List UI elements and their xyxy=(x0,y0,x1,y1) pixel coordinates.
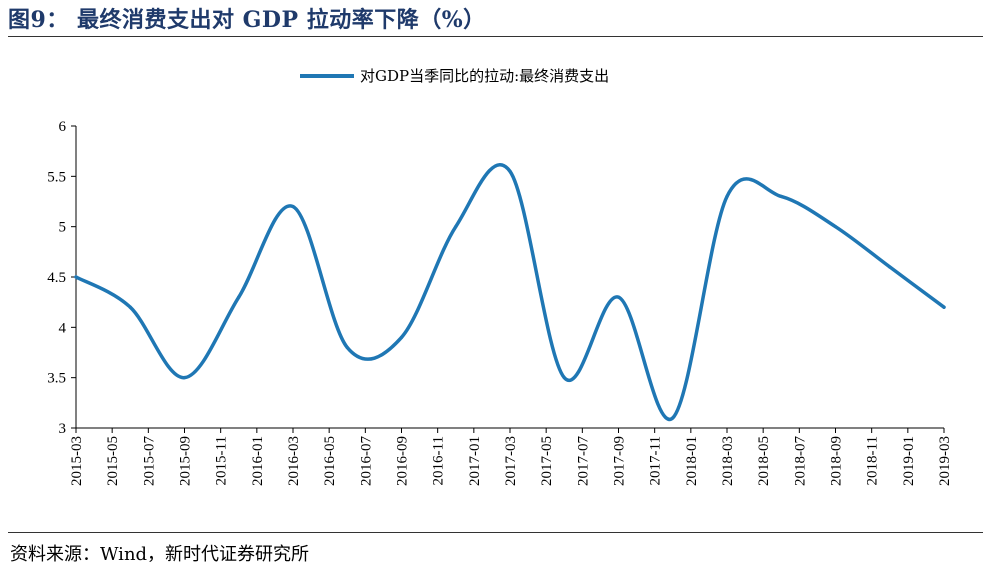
data-point xyxy=(942,305,946,309)
legend: 对GDP当季同比的拉动:最终消费支出 xyxy=(300,67,609,85)
x-tick-label: 2019-01 xyxy=(901,436,917,486)
data-point xyxy=(399,335,404,339)
data-point xyxy=(454,225,458,229)
x-tick-label: 2017-01 xyxy=(467,436,483,486)
x-tick-label: 2016-05 xyxy=(322,436,338,486)
y-tick-label: 6 xyxy=(59,119,67,135)
x-tick-label: 2016-07 xyxy=(358,436,374,486)
x-tick-label: 2015-07 xyxy=(141,436,157,486)
data-point xyxy=(833,225,838,229)
x-tick-label: 2016-09 xyxy=(395,436,411,486)
y-tick-label: 4.5 xyxy=(47,270,66,286)
y-tick-label: 5.5 xyxy=(47,169,66,185)
title-divider xyxy=(8,36,983,37)
data-point xyxy=(562,376,566,380)
x-tick-label: 2017-05 xyxy=(539,436,555,486)
x-tick-label: 2017-09 xyxy=(612,436,628,486)
data-point xyxy=(182,376,187,380)
y-tick-label: 3 xyxy=(59,421,67,437)
x-tick-label: 2018-11 xyxy=(865,436,881,485)
legend-label: 对GDP当季同比的拉动:最终消费支出 xyxy=(360,67,609,85)
data-point xyxy=(725,194,729,199)
source-note: 资料来源：Wind，新时代证券研究所 xyxy=(10,544,310,565)
x-tick-label: 2015-11 xyxy=(214,436,230,485)
data-point xyxy=(779,194,783,199)
data-point xyxy=(291,204,295,209)
footer-divider xyxy=(8,532,983,533)
data-point xyxy=(508,169,512,173)
data-point xyxy=(128,305,132,309)
data-point xyxy=(74,275,78,279)
x-tick-label: 2017-11 xyxy=(648,436,664,485)
x-tick-label: 2015-03 xyxy=(69,436,85,486)
x-tick-label: 2019-03 xyxy=(937,436,953,486)
x-tick-label: 2017-07 xyxy=(575,436,591,486)
x-tick-label: 2016-03 xyxy=(286,436,302,486)
x-tick-label: 2015-09 xyxy=(178,436,194,486)
x-tick-label: 2016-11 xyxy=(431,436,447,485)
series-line xyxy=(74,162,946,422)
x-tick-label: 2016-01 xyxy=(250,436,266,486)
data-point xyxy=(345,345,349,350)
x-tick-label: 2015-05 xyxy=(105,436,121,486)
y-tick-label: 4 xyxy=(59,320,67,336)
x-tick-label: 2017-03 xyxy=(503,436,519,486)
x-tick-label: 2018-01 xyxy=(684,436,700,486)
data-point xyxy=(671,416,675,420)
figure-title: 图9： 最终消费支出对 GDP 拉动率下降（%） xyxy=(8,7,486,33)
x-tick-label: 2018-03 xyxy=(720,436,736,486)
x-axis-ticks: 2015-03 2015-05 2015-07 2015-09 2015-11 2016-… xyxy=(69,428,953,486)
y-tick-label: 5 xyxy=(59,220,67,236)
x-tick-label: 2018-07 xyxy=(792,436,808,486)
y-tick-label: 3.5 xyxy=(47,371,66,387)
data-point xyxy=(237,295,241,299)
data-point xyxy=(616,295,621,299)
data-point xyxy=(888,265,892,269)
data-points xyxy=(74,169,946,420)
y-axis-ticks: 3 3.5 4 4.5 5 5.5 6 xyxy=(47,119,76,437)
x-tick-label: 2018-05 xyxy=(756,436,772,486)
x-tick-label: 2018-09 xyxy=(829,436,845,486)
